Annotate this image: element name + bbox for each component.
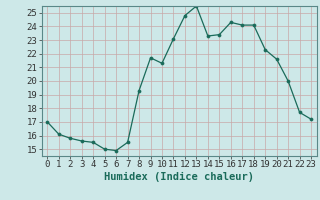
- X-axis label: Humidex (Indice chaleur): Humidex (Indice chaleur): [104, 172, 254, 182]
